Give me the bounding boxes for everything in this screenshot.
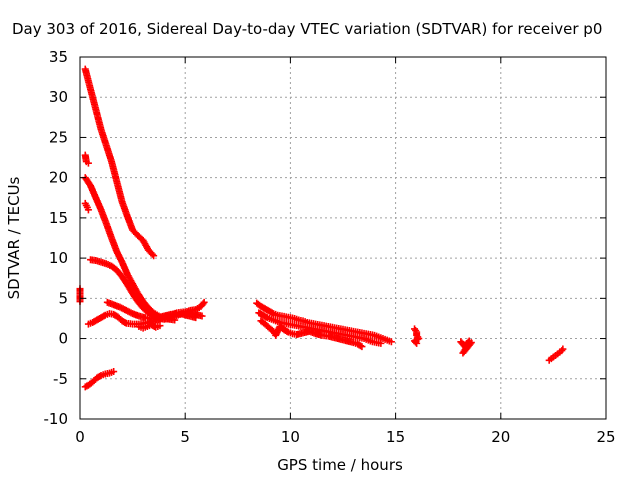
- data-point: [100, 312, 108, 320]
- data-point: [413, 339, 421, 347]
- series-6: [103, 298, 200, 322]
- data-point: [466, 340, 474, 348]
- y-tick-label: 20: [49, 169, 68, 187]
- series-0: [81, 65, 158, 260]
- series-15: [545, 345, 567, 364]
- axis-ticks: 0 5 10 15 20 25 -10 -5 0 5 10 15 20 25 30 35: [44, 48, 616, 446]
- data-point: [96, 372, 104, 380]
- x-tick-label: 25: [596, 428, 615, 446]
- data-point: [358, 343, 366, 351]
- data-point: [84, 159, 92, 167]
- y-tick-label: 0: [58, 330, 68, 348]
- series-12: [257, 317, 366, 351]
- plot-frame: [79, 56, 607, 420]
- data-point: [357, 342, 365, 350]
- chart-title: Day 303 of 2016, Sidereal Day-to-day VTE…: [12, 20, 602, 38]
- y-tick-label: 25: [49, 128, 68, 146]
- x-axis-label: GPS time / hours: [277, 456, 403, 474]
- x-tick-label: 15: [386, 428, 405, 446]
- data-point: [268, 309, 276, 317]
- y-tick-label: 35: [49, 48, 68, 66]
- data-point: [121, 318, 129, 326]
- data-point: [200, 298, 208, 306]
- series-10: [253, 299, 395, 346]
- data-point: [412, 338, 420, 346]
- data-marks: [76, 65, 567, 391]
- data-point: [387, 338, 395, 346]
- data-point: [84, 206, 92, 214]
- x-tick-label: 5: [180, 428, 190, 446]
- x-tick-label: 10: [281, 428, 300, 446]
- data-point: [467, 339, 475, 347]
- series-13: [411, 325, 423, 347]
- data-point: [150, 252, 158, 260]
- y-tick-label: -10: [44, 410, 69, 428]
- data-point: [110, 368, 118, 376]
- data-point: [377, 339, 385, 347]
- y-tick-label: 15: [49, 209, 68, 227]
- y-tick-label: 5: [58, 289, 68, 307]
- data-point: [283, 327, 291, 335]
- series-8: [81, 368, 118, 391]
- x-tick-label: 0: [75, 428, 85, 446]
- series-7: [135, 321, 164, 332]
- grid: [80, 57, 606, 419]
- data-point: [262, 313, 270, 321]
- series-2: [81, 174, 179, 324]
- y-tick-label: 30: [49, 88, 68, 106]
- series-14: [457, 337, 475, 357]
- data-point: [199, 300, 207, 308]
- series-11: [255, 309, 385, 347]
- y-tick-label: 10: [49, 249, 68, 267]
- series-3: [81, 199, 92, 214]
- y-axis-label: SDTVAR / TECUs: [5, 176, 23, 299]
- x-tick-label: 20: [491, 428, 510, 446]
- series-1: [81, 151, 92, 167]
- data-point: [559, 345, 567, 353]
- data-point: [192, 314, 200, 322]
- data-point: [156, 322, 164, 330]
- data-point: [198, 312, 206, 320]
- data-point: [148, 250, 156, 258]
- y-tick-label: -5: [53, 370, 68, 388]
